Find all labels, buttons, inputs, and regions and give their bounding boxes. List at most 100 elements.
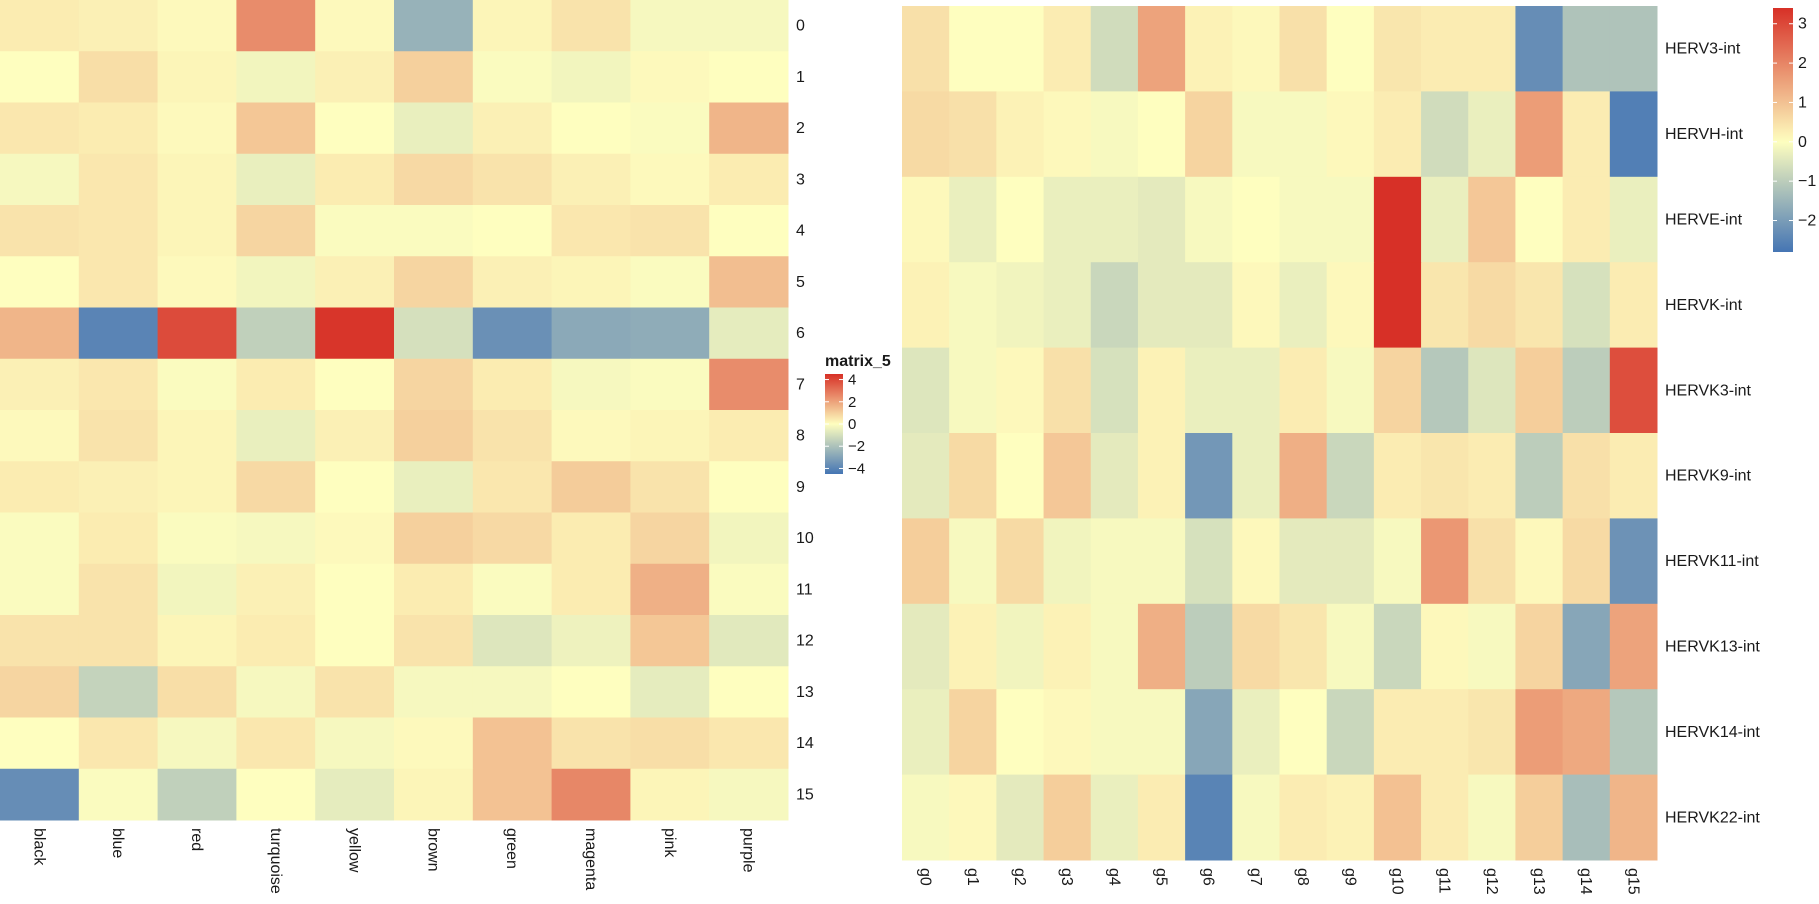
heatmap-cell: [1562, 433, 1611, 519]
heatmap-cell: [551, 0, 631, 52]
heatmap-cell: [472, 666, 553, 718]
heatmap-cell: [157, 153, 237, 206]
heatmap-cell: [0, 768, 80, 821]
heatmap-cell: [315, 512, 395, 565]
heatmap-cell: [236, 410, 316, 462]
row-label: HERVK14-int: [1665, 724, 1760, 741]
heatmap-cell: [1232, 347, 1280, 434]
heatmap-cell: [1421, 433, 1469, 519]
heatmap-cell: [1421, 518, 1469, 605]
heatmap-cell: [236, 256, 316, 308]
heatmap-cell: [78, 0, 159, 52]
heatmap-cell: [1090, 603, 1139, 690]
heatmap-cell: [1090, 6, 1139, 92]
heatmap-cell: [902, 433, 950, 519]
heatmap-cell: [236, 153, 316, 206]
heatmap-cell: [1515, 774, 1564, 861]
heatmap-cell: [315, 666, 395, 718]
heatmap-cell: [157, 410, 237, 462]
heatmap-cell: [709, 512, 789, 565]
heatmap-cell: [1232, 6, 1280, 92]
heatmap-cell: [1185, 176, 1233, 263]
heatmap-cell: [1090, 91, 1139, 178]
heatmap-cell: [472, 153, 553, 206]
legend-tick-label: 2: [1798, 55, 1807, 72]
heatmap-cell: [1137, 518, 1186, 605]
heatmap-cell: [157, 0, 237, 52]
heatmap-cell: [1090, 433, 1139, 519]
heatmap-cell: [630, 0, 710, 52]
row-label: 15: [796, 786, 814, 803]
heatmap-cell: [1232, 176, 1280, 263]
heatmap-cell: [902, 603, 950, 690]
heatmap-cell: [472, 307, 553, 360]
heatmap-cell: [1043, 176, 1092, 263]
heatmap-cell: [1373, 262, 1422, 349]
heatmap-cell: [1279, 262, 1328, 349]
heatmap-cell: [1326, 91, 1375, 178]
heatmap-cell: [0, 410, 80, 462]
heatmap-cell: [0, 307, 80, 360]
heatmap-cell: [1043, 347, 1092, 434]
heatmap-cell: [78, 358, 159, 411]
heatmap-cell: [236, 512, 316, 565]
heatmap-cell: [1185, 433, 1233, 519]
heatmap-cell: [996, 689, 1045, 776]
heatmap-cell: [709, 666, 789, 718]
heatmap-cell: [1043, 603, 1092, 690]
heatmap-cell: [949, 347, 997, 434]
heatmap-cell: [1043, 91, 1092, 178]
heatmap-cell: [236, 51, 316, 103]
heatmap-cell: [1185, 603, 1233, 690]
heatmap-herv-row-labels: HERV3-int HERVH-int HERVE-int HERVK-int HERV…: [1665, 41, 1760, 827]
heatmap-cell: [315, 102, 395, 155]
heatmap-cell: [1421, 262, 1469, 349]
heatmap-cell: [1373, 433, 1422, 519]
heatmap-cell: [1137, 689, 1186, 776]
heatmap-cell: [1468, 518, 1516, 605]
heatmap-cell: [394, 256, 474, 308]
column-label: g15: [1624, 868, 1641, 895]
heatmap-cell: [1326, 433, 1375, 519]
heatmap-cell: [709, 256, 789, 308]
heatmap-cell: [394, 666, 474, 718]
row-label: HERVK13-int: [1665, 639, 1760, 656]
heatmap-cell: [1043, 518, 1092, 605]
heatmap-cell: [630, 615, 710, 667]
heatmap-cell: [1185, 689, 1233, 776]
heatmap-cell: [1326, 347, 1375, 434]
heatmap-cell: [236, 717, 316, 770]
heatmap-cell: [236, 615, 316, 667]
heatmap-cell: [551, 102, 631, 155]
heatmap-cell: [902, 774, 950, 861]
column-label: turquoise: [267, 828, 284, 894]
heatmap-cell: [1609, 262, 1658, 349]
heatmap-cell: [1562, 347, 1611, 434]
row-label: 7: [796, 376, 805, 393]
heatmap-cell: [996, 433, 1045, 519]
heatmap-cell: [1468, 603, 1516, 690]
heatmap-cell: [157, 205, 237, 257]
heatmap-cell: [394, 51, 474, 103]
column-label: g13: [1530, 868, 1547, 895]
heatmap-cell: [630, 512, 710, 565]
legend-tick-label: 0: [1798, 134, 1807, 151]
heatmap-cell: [1562, 518, 1611, 605]
heatmap-cell: [394, 102, 474, 155]
heatmap-cell: [1609, 689, 1658, 776]
heatmap-cell: [1373, 347, 1422, 434]
heatmap-cell: [996, 6, 1045, 92]
column-label: g8: [1294, 868, 1311, 886]
heatmap-cell: [1373, 689, 1422, 776]
heatmap-cell: [157, 768, 237, 821]
heatmap-cell: [1421, 689, 1469, 776]
column-label: pink: [661, 828, 678, 858]
heatmap-cell: [394, 512, 474, 565]
heatmap-cell: [472, 717, 553, 770]
heatmap-cell: [996, 347, 1045, 434]
heatmap-cell: [1185, 347, 1233, 434]
heatmap-cell: [1279, 91, 1328, 178]
heatmap-cell: [1279, 689, 1328, 776]
row-label: 13: [796, 684, 814, 701]
heatmap-cell: [78, 205, 159, 257]
